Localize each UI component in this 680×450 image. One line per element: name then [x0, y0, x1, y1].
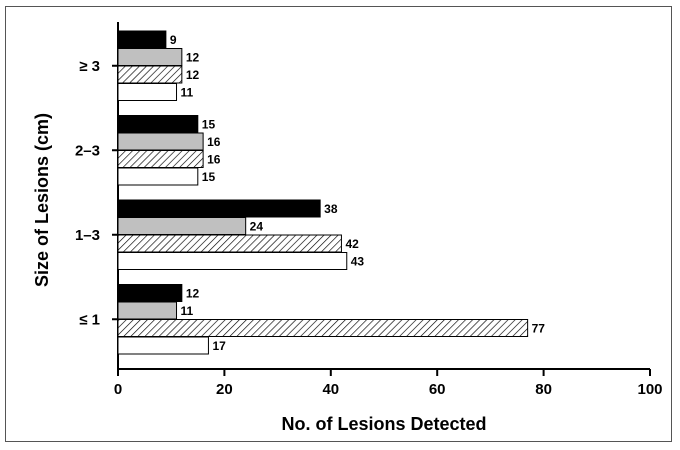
y-tick-label: ≥ 3: [79, 58, 100, 75]
data-label: 38: [324, 202, 338, 216]
data-label: 42: [345, 237, 359, 251]
data-label: 43: [351, 255, 365, 269]
data-label: 11: [181, 304, 194, 318]
data-label: 17: [212, 339, 226, 353]
data-label: 12: [186, 68, 200, 82]
x-tick-label: 60: [429, 381, 446, 398]
bar: [117, 234, 342, 253]
bar: [117, 150, 204, 168]
data-label: 9: [170, 33, 177, 47]
x-tick-label: 80: [535, 381, 552, 398]
y-tick-label: 1–3: [75, 227, 100, 244]
bar: [117, 167, 199, 186]
data-label: 16: [207, 153, 221, 167]
data-label: 15: [202, 170, 216, 184]
y-tick-label: ≤ 1: [79, 311, 100, 328]
bar: [117, 83, 178, 101]
x-tick-label: 40: [322, 381, 339, 398]
data-label: 15: [202, 118, 216, 132]
x-tick-label: 0: [114, 381, 122, 398]
bar: [117, 30, 167, 49]
data-label: 12: [186, 287, 200, 301]
x-ticks: 0 20 40 60 80 100: [114, 369, 663, 398]
bar: [117, 301, 178, 320]
bar: [117, 132, 204, 151]
data-label: 12: [186, 51, 200, 65]
x-tick-label: 20: [216, 381, 233, 398]
y-tick-label: 2–3: [75, 142, 100, 159]
bar: [117, 319, 529, 337]
x-axis-title: No. of Lesions Detected: [281, 414, 486, 434]
bar: [117, 217, 247, 235]
bar: [117, 48, 183, 66]
bar: [117, 284, 183, 302]
data-label: 77: [532, 322, 546, 336]
bars: [117, 30, 529, 355]
y-ticks: ≥ 3 2–3 1–3 ≤ 1: [75, 58, 118, 328]
data-label: 11: [181, 86, 194, 100]
y-axis-title: Size of Lesions (cm): [32, 113, 52, 287]
bar: [117, 336, 209, 355]
data-label: 24: [250, 220, 264, 234]
bar: [117, 252, 348, 270]
bar: [117, 115, 199, 133]
x-tick-label: 100: [637, 381, 662, 398]
bar: [117, 199, 321, 218]
data-labels: 9 12 12 11 15 16 16 15 38 24 42 43 12 11 77 17: [170, 33, 545, 353]
bar: [117, 65, 183, 84]
data-label: 16: [207, 135, 221, 149]
